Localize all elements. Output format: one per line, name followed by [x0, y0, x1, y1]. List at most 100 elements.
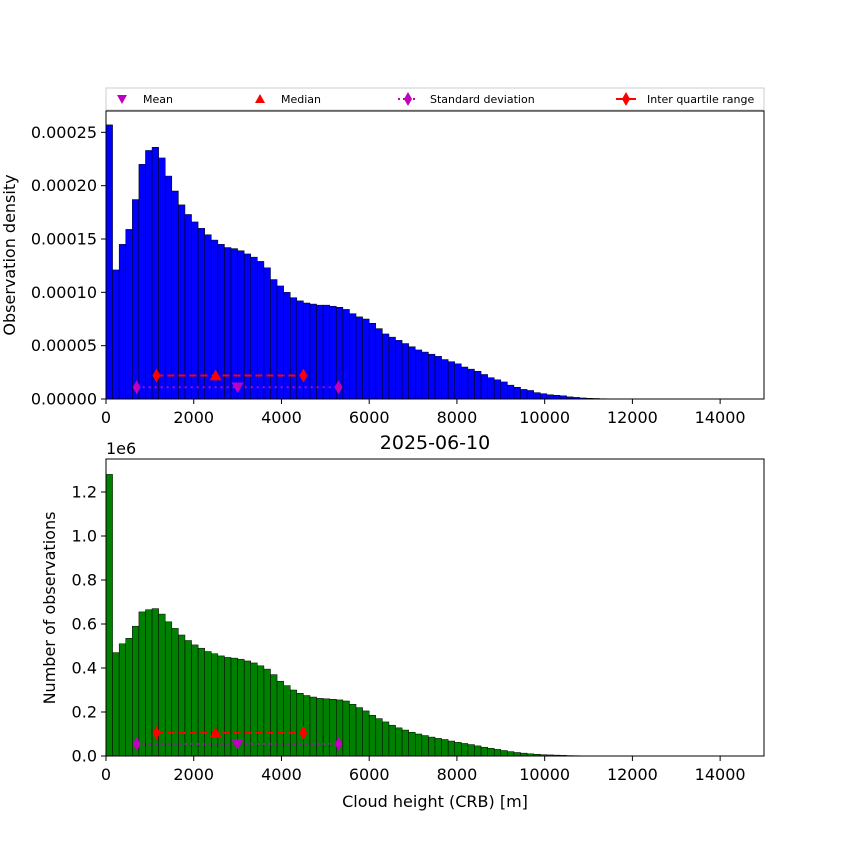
top-std-diamond — [132, 380, 141, 395]
top-bar — [145, 150, 153, 400]
top-bar — [184, 214, 192, 400]
panel-bottom: 2025-06-10 1e6 0 2000 4000 6000 8000 10000 120… — [40, 432, 765, 811]
bottom-y-tick-label: 0.8 — [72, 571, 97, 590]
top-bar — [546, 394, 554, 400]
legend-std-diamond-icon — [404, 92, 412, 106]
bottom-bar — [447, 740, 455, 757]
bottom-y-tick-label: 0.6 — [72, 615, 97, 634]
top-x-tick-label: 4000 — [261, 408, 302, 427]
bottom-y-tick-label: 1.0 — [72, 527, 97, 546]
top-bar — [513, 387, 521, 400]
top-bar — [243, 253, 252, 400]
top-y-tick-label: 0.00015 — [31, 230, 97, 249]
bottom-bar — [211, 653, 219, 757]
bottom-bar — [184, 640, 192, 757]
top-y-tick-label: 0.00000 — [31, 390, 97, 409]
top-x-ticks: 0 2000 4000 6000 8000 10000 12000 14000 — [101, 399, 746, 427]
bottom-x-ticks: 0 2000 4000 6000 8000 10000 12000 14000 — [101, 756, 746, 784]
top-bar — [355, 316, 363, 400]
top-x-tick-label: 8000 — [437, 408, 478, 427]
bottom-bar — [480, 746, 488, 757]
bottom-y-ticks: 0.0 0.2 0.4 0.6 0.8 1.0 1.2 — [72, 483, 106, 766]
bottom-bar — [487, 748, 495, 757]
top-bar — [526, 390, 534, 400]
top-iqr-diamond — [152, 368, 161, 383]
bottom-y-tick-label: 0.2 — [72, 703, 97, 722]
panel-top: 0 2000 4000 6000 8000 10000 12000 14000 0.00000… — [0, 110, 765, 427]
top-bar — [533, 392, 541, 400]
top-bar — [447, 361, 455, 400]
top-bar — [467, 368, 475, 400]
top-bar — [322, 304, 330, 400]
bottom-bar — [329, 698, 337, 757]
legend-item: Inter quartile range — [616, 92, 754, 106]
bottom-bar — [500, 750, 508, 757]
bottom-bar — [197, 647, 205, 757]
bottom-bar — [461, 743, 469, 757]
top-x-tick-label: 14000 — [695, 408, 746, 427]
bottom-bar — [283, 685, 291, 757]
bottom-bar — [454, 742, 462, 757]
bottom-bar — [296, 693, 304, 757]
bottom-bar — [145, 609, 153, 757]
top-bar — [415, 349, 423, 400]
top-bar — [382, 333, 390, 400]
bottom-bar — [342, 700, 350, 757]
top-x-tick-label: 10000 — [519, 408, 570, 427]
top-bar — [428, 353, 436, 400]
bottom-bar — [132, 625, 140, 757]
legend-mean-marker-icon — [117, 95, 127, 104]
bottom-bar — [382, 721, 390, 757]
bottom-y-tick-label: 0.0 — [72, 747, 97, 766]
top-bar — [480, 374, 488, 400]
bottom-bar — [303, 695, 311, 757]
bottom-x-tick-label: 12000 — [607, 765, 658, 784]
bottom-bar — [257, 665, 265, 757]
bottom-bar — [171, 628, 179, 757]
legend-median-marker-icon — [255, 94, 265, 103]
top-y-tick-label: 0.00005 — [31, 336, 97, 355]
top-bar — [375, 328, 383, 400]
bottom-bar — [428, 736, 436, 757]
top-bar — [553, 395, 561, 400]
top-y-tick-label: 0.00010 — [31, 283, 97, 302]
top-bar — [171, 190, 179, 400]
top-bar — [434, 356, 442, 400]
top-x-tick-label: 12000 — [607, 408, 658, 427]
top-bar — [303, 302, 311, 400]
top-bar — [454, 363, 462, 400]
top-std-diamond — [334, 380, 343, 395]
top-bar — [493, 379, 502, 400]
legend-label: Standard deviation — [430, 93, 535, 106]
bottom-bar — [434, 738, 442, 757]
bottom-x-tick-label: 2000 — [173, 765, 214, 784]
bottom-bar — [138, 611, 146, 757]
bottom-stats — [132, 725, 343, 751]
top-y-tick-label: 0.00020 — [31, 176, 97, 195]
top-bar — [276, 285, 284, 400]
top-bar — [164, 175, 173, 400]
legend-frame — [105, 87, 765, 111]
top-bar — [329, 305, 337, 400]
top-bar — [270, 279, 278, 400]
bottom-x-axis-label: Cloud height (CRB) [m] — [342, 792, 528, 811]
bottom-y-tick-label: 1.2 — [72, 483, 97, 502]
bottom-bar — [507, 751, 515, 757]
legend-label: Inter quartile range — [647, 93, 754, 106]
bottom-x-tick-label: 14000 — [695, 765, 746, 784]
bottom-bar — [250, 662, 258, 757]
top-median-marker — [209, 369, 222, 381]
legend-label: Mean — [143, 93, 173, 106]
bottom-mean-marker — [231, 739, 244, 750]
top-bar — [461, 366, 469, 400]
top-bar — [349, 313, 357, 400]
bottom-bar — [401, 729, 409, 757]
bottom-bar — [204, 651, 212, 757]
legend: Mean Median Standard deviation Inter quarti… — [105, 87, 765, 111]
top-bar — [263, 267, 271, 400]
bottom-bar — [375, 718, 383, 757]
top-mean-marker — [231, 382, 244, 394]
top-stats — [132, 368, 343, 395]
bottom-bar — [415, 733, 423, 757]
top-bar — [197, 228, 205, 400]
